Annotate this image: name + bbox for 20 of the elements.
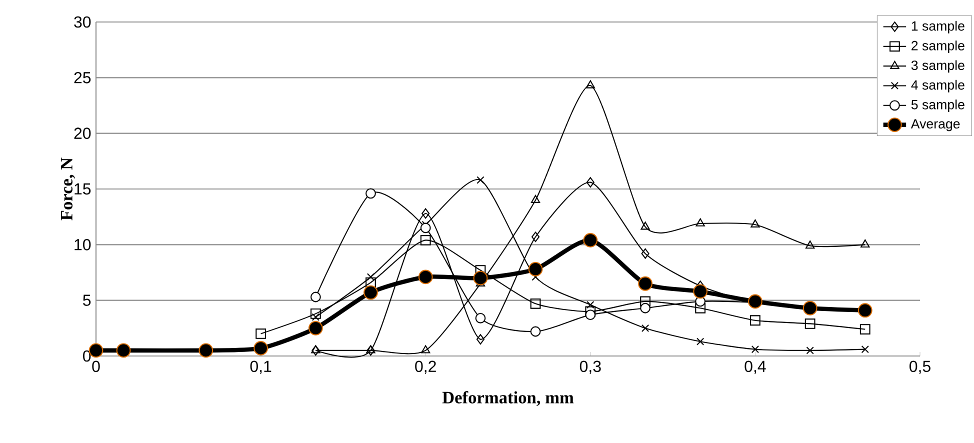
x-tick-label: 0,1	[250, 360, 272, 374]
legend-label: 5 sample	[911, 100, 964, 112]
x-tick-label: 0	[92, 360, 100, 372]
y-tick-label: 25	[74, 72, 91, 84]
y-axis-title: Force, N	[60, 158, 75, 220]
x-tick-label: 0,4	[744, 360, 766, 374]
legend-label: 3 sample	[911, 60, 964, 73]
x-tick-label: 0,5	[910, 360, 930, 374]
y-tick-label: 10	[74, 239, 91, 250]
legend-label: 4 sample	[911, 80, 964, 92]
y-tick-label: 20	[74, 128, 91, 139]
legend-label: 2 sample	[912, 40, 964, 53]
x-axis-title: Deformation, mm	[442, 391, 574, 406]
legend-label: Average	[910, 119, 960, 132]
x-tick-label: 0,2	[415, 360, 436, 374]
y-tick-label: 30	[74, 16, 91, 28]
y-tick-label: 15	[74, 183, 91, 195]
legend-label: 1 sample	[912, 20, 964, 34]
x-tick-label: 0,3	[580, 360, 601, 374]
y-tick-label: 5	[83, 294, 91, 306]
